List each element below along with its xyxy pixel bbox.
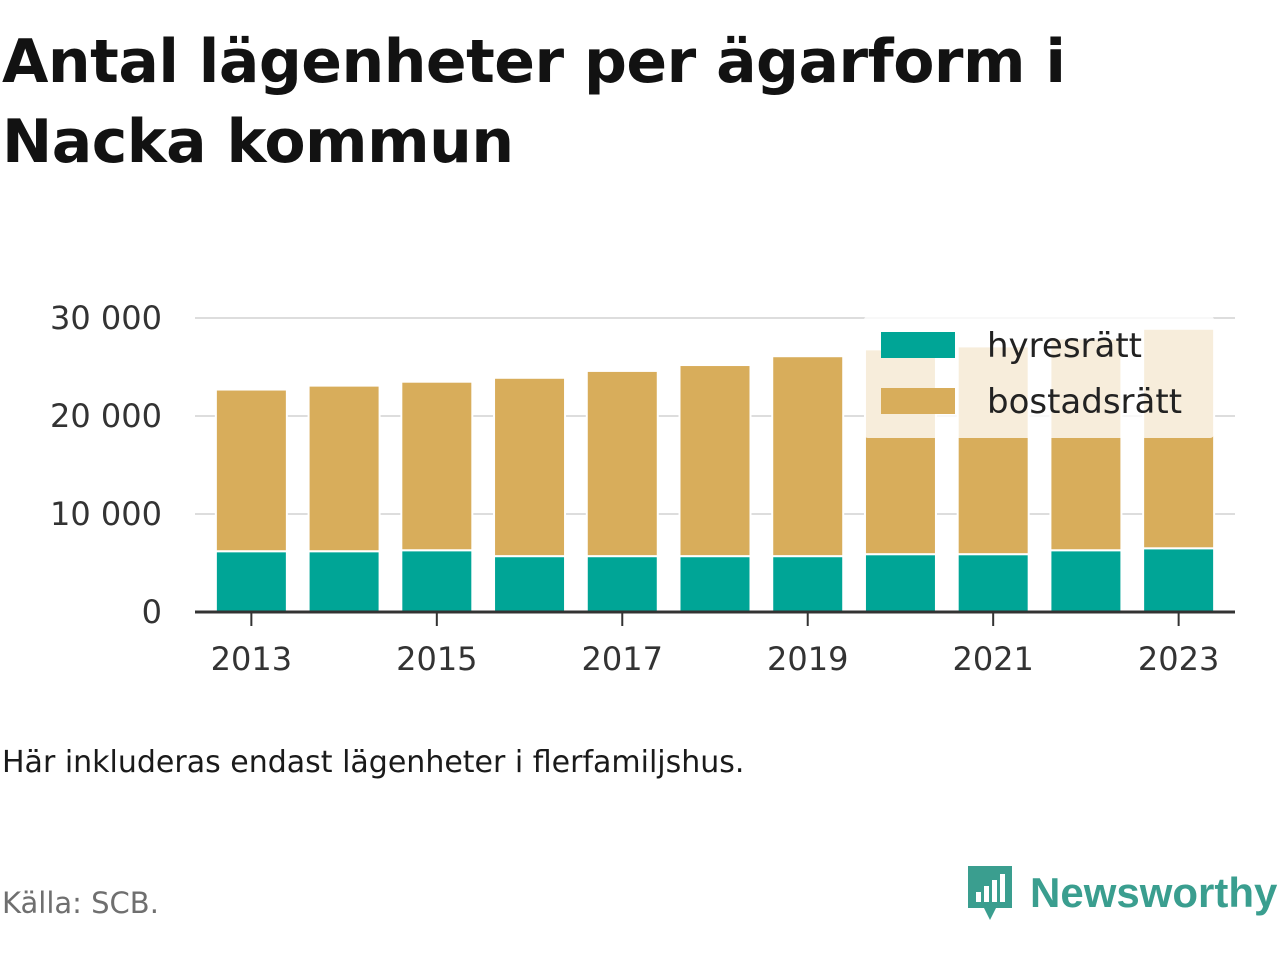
bar-hyresrätt-2022 (1049, 549, 1123, 614)
bar-bostadsrätt-2019 (771, 355, 845, 558)
brand-name: Newsworthy (1030, 869, 1278, 916)
x-tick-label: 2017 (582, 640, 663, 678)
source-text: Källa: SCB. (2, 886, 159, 920)
x-tick-label: 2013 (211, 640, 292, 678)
legend-swatch-hyresrätt (881, 332, 955, 358)
bar-hyresrätt-2014 (307, 550, 381, 613)
bar-hyresrätt-2023 (1142, 547, 1216, 613)
newsworthy-logo-icon (968, 866, 1012, 920)
bar-hyresrätt-2013 (214, 550, 288, 613)
y-axis-labels: 0 10 000 20 000 30 000 (50, 299, 162, 631)
bar-hyresrätt-2016 (493, 555, 567, 614)
bar-bostadsrätt-2013 (214, 388, 288, 553)
bar-hyresrätt-2021 (956, 553, 1030, 613)
chart-title: Antal lägenheter per ägarform i Nacka ko… (2, 27, 1066, 177)
y-tick-label: 0 (142, 593, 162, 631)
bar-bostadsrätt-2017 (585, 369, 659, 558)
bar-bostadsrätt-2015 (400, 380, 474, 552)
x-tick-label: 2021 (952, 640, 1033, 678)
legend: hyresrätt bostadsrätt (864, 316, 1214, 438)
y-tick-label: 20 000 (50, 397, 162, 435)
bar-hyresrätt-2015 (400, 549, 474, 614)
legend-label-bostadsrätt: bostadsrätt (987, 382, 1182, 422)
y-tick-label: 10 000 (50, 495, 162, 533)
chart-note: Här inkluderas endast lägenheter i flerf… (2, 745, 745, 780)
stacked-bar-chart: 0 10 000 20 000 30 000 2013 2015 2017 2019 2021… (50, 299, 1235, 678)
x-tick-label: 2019 (767, 640, 848, 678)
legend-label-hyresrätt: hyresrätt (987, 326, 1142, 366)
x-tick-label: 2023 (1138, 640, 1219, 678)
bar-hyresrätt-2019 (771, 555, 845, 614)
brand: Newsworthy (964, 862, 1277, 924)
bar-hyresrätt-2017 (585, 555, 659, 614)
x-axis: 2013 2015 2017 2019 2021 2023 (195, 610, 1235, 678)
y-tick-label: 30 000 (50, 299, 162, 337)
bar-bostadsrätt-2018 (678, 364, 752, 558)
bar-hyresrätt-2018 (678, 555, 752, 614)
x-tick-label: 2015 (396, 640, 477, 678)
bar-bostadsrätt-2014 (307, 384, 381, 553)
bar-hyresrätt-2020 (863, 553, 937, 613)
legend-swatch-bostadsrätt (881, 388, 955, 414)
bar-bostadsrätt-2016 (493, 376, 567, 558)
